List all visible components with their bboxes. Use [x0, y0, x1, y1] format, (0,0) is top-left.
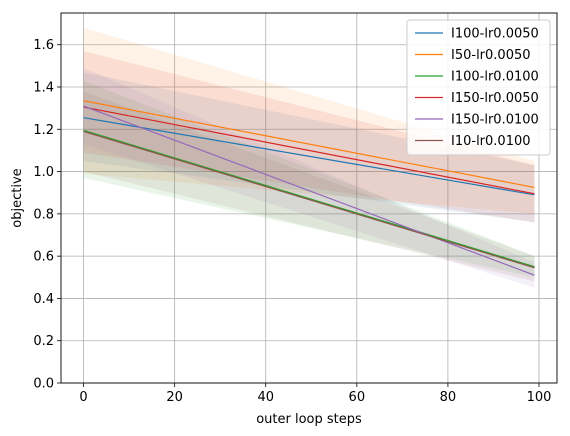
x-tick-label: 80 — [440, 390, 457, 405]
series-line-1 — [83, 100, 535, 189]
y-tick-label: 0.8 — [33, 207, 54, 222]
series-line-5 — [83, 130, 535, 269]
y-tick-label: 1.0 — [33, 165, 54, 180]
confidence-band-1 — [83, 27, 535, 214]
legend-label-1: I50-lr0.0050 — [451, 48, 531, 63]
x-tick-label: 20 — [166, 390, 183, 405]
series-line-2 — [83, 129, 535, 268]
y-tick-label: 0.4 — [33, 292, 54, 307]
y-axis-label: objective — [10, 168, 25, 227]
y-tick-label: 1.2 — [33, 123, 54, 138]
series-line-4 — [83, 105, 535, 276]
x-tick-label: 0 — [79, 390, 87, 405]
confidence-band-3 — [83, 51, 535, 223]
legend: I100-lr0.0050 I50-lr0.0050 I100-lr0.0100 I1… — [406, 19, 551, 156]
series-line-3 — [83, 106, 535, 195]
legend-box — [406, 19, 551, 156]
series-lines — [83, 100, 535, 276]
legend-label-5: I10-lr0.0100 — [451, 134, 531, 149]
confidence-band-2 — [83, 80, 535, 278]
axis-ticks: 0 20 40 60 80 100 0.0 0.2 0.4 0.6 0.8 1.0 1.2 1.4 1.6 — [33, 38, 551, 405]
legend-label-2: I100-lr0.0100 — [451, 70, 539, 85]
x-axis-label: outer loop steps — [256, 412, 362, 427]
x-tick-label: 100 — [527, 390, 552, 405]
plot-frame — [60, 12, 558, 384]
legend-label-4: I150-lr0.0100 — [451, 113, 539, 128]
y-tick-label: 1.6 — [33, 38, 54, 53]
y-tick-label: 0.0 — [33, 377, 54, 392]
legend-label-0: I100-lr0.0050 — [451, 27, 539, 42]
x-tick-label: 40 — [257, 390, 274, 405]
confidence-band-0 — [83, 72, 535, 223]
x-tick-label: 60 — [349, 390, 366, 405]
y-tick-label: 1.4 — [33, 81, 54, 96]
legend-label-3: I150-lr0.0050 — [451, 91, 539, 106]
grid — [61, 13, 557, 384]
y-tick-label: 0.6 — [33, 250, 54, 265]
y-tick-label: 0.2 — [33, 334, 54, 349]
series-line-0 — [83, 117, 535, 196]
